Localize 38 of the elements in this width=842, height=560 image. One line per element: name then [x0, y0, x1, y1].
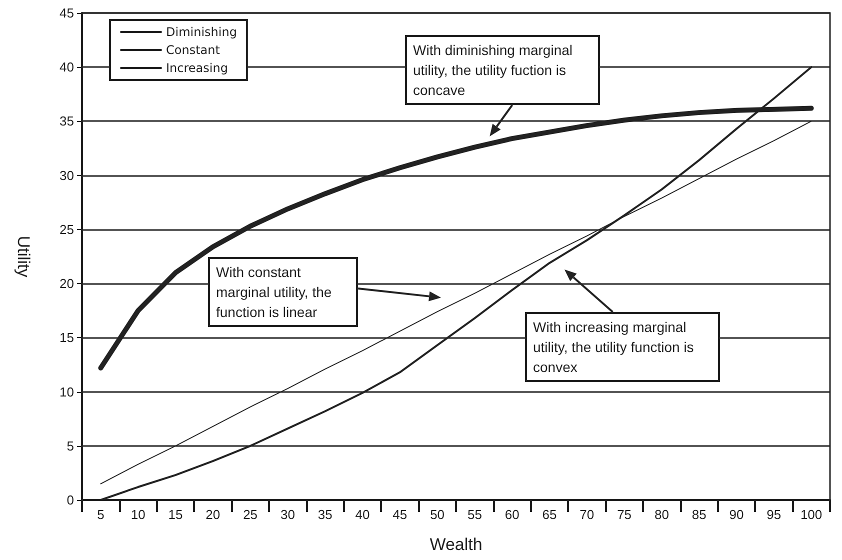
x-tick-label: 90 [729, 507, 744, 522]
legend-label: Constant [166, 43, 220, 57]
y-tick-label: 35 [60, 114, 74, 129]
annotation: With constant marginal utility, the function is linear [208, 257, 358, 327]
x-tick-label: 75 [617, 507, 632, 522]
y-tick-label: 25 [60, 222, 74, 237]
y-tick-label: 20 [60, 276, 74, 292]
annotation: With increasing marginal utility, the utility function is convex [525, 312, 720, 382]
x-tick-label: 85 [692, 507, 706, 522]
x-tick-label: 45 [392, 507, 408, 522]
y-tick-label: 0 [66, 492, 74, 508]
x-tick-label: 30 [280, 507, 295, 522]
y-tick-label: 15 [60, 330, 74, 346]
x-tick-label: 15 [168, 507, 183, 522]
x-tick-label: 80 [654, 507, 669, 522]
x-tick-label: 10 [130, 507, 146, 522]
x-tick-label: 55 [467, 507, 482, 522]
x-tick-label: 35 [318, 507, 332, 522]
y-tick-label: 45 [60, 6, 74, 20]
x-tick-label: 20 [206, 507, 220, 522]
legend-label: Diminishing [166, 25, 237, 39]
y-tick-label: 10 [60, 384, 74, 400]
y-tick-label: 40 [60, 60, 74, 75]
x-tick-label: 40 [355, 507, 370, 522]
x-tick-label: 95 [766, 507, 782, 522]
y-tick-label: 30 [60, 168, 74, 183]
y-axis-title: Utility [14, 236, 33, 278]
legend-label: Increasing [166, 61, 228, 75]
annotation: With diminishing marginal utility, the utility fuction is concave [405, 35, 600, 105]
x-tick-label: 100 [800, 507, 822, 522]
x-axis-title: Wealth [430, 535, 482, 554]
y-tick-label: 5 [66, 438, 74, 454]
x-tick-label: 5 [97, 507, 104, 522]
x-tick-label: 50 [430, 507, 445, 522]
x-tick-label: 25 [243, 507, 258, 522]
x-tick-label: 70 [580, 507, 594, 522]
x-tick-label: 60 [504, 507, 520, 522]
x-tick-label: 65 [542, 507, 557, 522]
